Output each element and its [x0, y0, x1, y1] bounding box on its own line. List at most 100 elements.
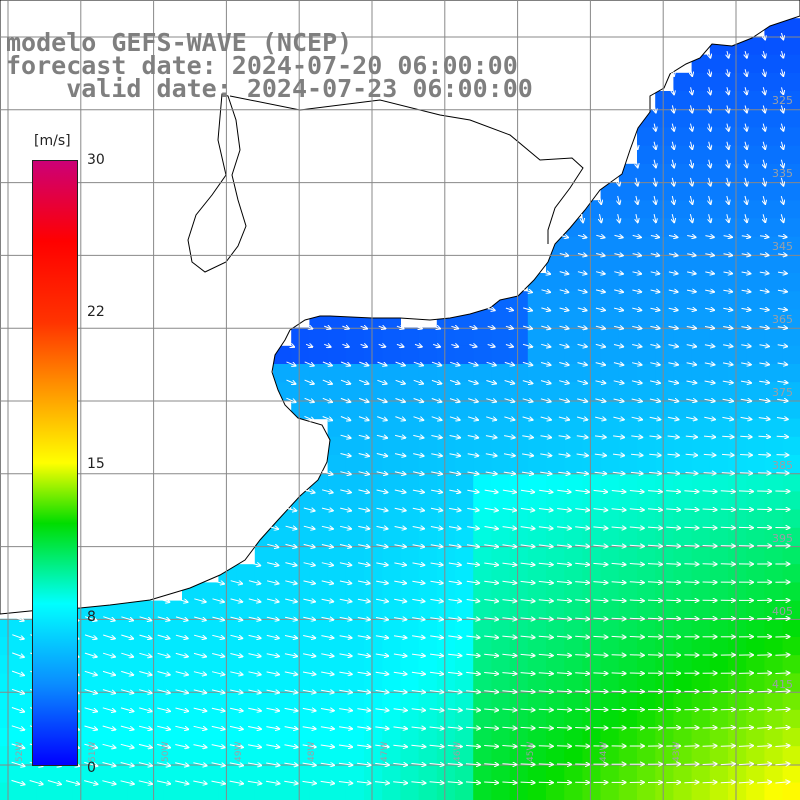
wind-speed-cell	[291, 509, 310, 529]
wind-arrow	[649, 454, 660, 455]
wind-speed-cell	[491, 746, 511, 765]
wind-arrow	[487, 326, 495, 328]
wind-arrow	[193, 707, 207, 711]
wind-speed-cell	[509, 673, 529, 693]
wind-speed-cell	[746, 728, 765, 747]
wind-speed-cell	[382, 400, 401, 420]
wind-speed-cell	[637, 127, 656, 147]
wind-speed-cell	[527, 600, 547, 620]
wind-speed-cell	[254, 782, 274, 800]
wind-arrow	[593, 618, 607, 619]
wind-arrow	[745, 195, 747, 204]
wind-arrow	[450, 362, 459, 365]
grid-lon-label: 52W	[15, 742, 25, 762]
wind-arrow	[577, 326, 587, 328]
wind-speed-cell	[309, 655, 329, 674]
wind-arrow	[520, 782, 535, 783]
wind-speed-cell	[655, 382, 674, 401]
wind-speed-cell	[491, 309, 511, 329]
wind-speed-cell	[382, 473, 401, 492]
wind-arrow	[636, 177, 638, 186]
wind-speed-cell	[182, 782, 201, 800]
wind-arrow	[157, 725, 170, 729]
wind-speed-cell	[527, 309, 547, 329]
wind-speed-cell	[691, 127, 711, 147]
wind-speed-cell	[364, 673, 383, 693]
wind-arrow	[139, 671, 151, 675]
wind-speed-cell	[163, 764, 183, 784]
wind-speed-cell	[0, 728, 19, 747]
wind-speed-cell	[618, 218, 638, 238]
wind-speed-cell	[746, 273, 765, 292]
wind-speed-cell	[564, 473, 583, 492]
wind-arrow	[102, 780, 115, 784]
wind-arrow	[556, 691, 571, 692]
wind-arrow	[393, 727, 407, 729]
wind-speed-cell	[400, 473, 420, 492]
wind-arrow	[691, 123, 693, 131]
wind-arrow	[691, 69, 693, 76]
wind-speed-cell	[728, 618, 747, 638]
wind-arrow	[266, 708, 280, 711]
wind-arrow	[593, 636, 607, 637]
wind-speed-cell	[109, 600, 128, 620]
wind-speed-cell	[782, 473, 800, 492]
wind-arrow	[505, 326, 513, 328]
wind-speed-cell	[782, 491, 800, 511]
wind-speed-cell	[728, 746, 747, 765]
wind-speed-cell	[655, 600, 674, 620]
wind-arrow	[775, 764, 789, 765]
wind-speed-cell	[746, 582, 765, 602]
wind-speed-cell	[182, 618, 201, 638]
wind-arrow	[541, 290, 551, 292]
wind-speed-cell	[691, 509, 711, 529]
wind-speed-cell	[327, 746, 347, 765]
wind-speed-cell	[564, 455, 583, 474]
wind-speed-cell	[655, 546, 674, 565]
wind-arrow	[376, 508, 388, 510]
wind-arrow	[777, 272, 787, 273]
wind-arrow	[594, 436, 606, 437]
wind-speed-cell	[618, 200, 638, 219]
wind-arrow	[102, 670, 115, 675]
wind-arrow	[667, 417, 679, 419]
wind-arrow	[559, 381, 569, 384]
wind-speed-cell	[345, 564, 365, 583]
wind-arrow	[629, 491, 644, 492]
wind-speed-cell	[782, 327, 800, 347]
wind-arrow	[522, 417, 533, 420]
wind-speed-cell	[418, 564, 438, 583]
wind-speed-cell	[364, 600, 383, 620]
wind-speed-cell	[691, 418, 711, 438]
wind-speed-cell	[109, 618, 128, 638]
wind-arrow	[340, 435, 351, 438]
wind-speed-cell	[345, 436, 365, 456]
wind-speed-cell	[509, 655, 529, 674]
wind-speed-cell	[709, 709, 729, 729]
wind-arrow	[611, 509, 626, 510]
wind-speed-cell	[764, 273, 784, 292]
wind-speed-cell	[564, 582, 583, 602]
wind-speed-cell	[382, 764, 401, 784]
wind-speed-cell	[491, 564, 511, 583]
wind-speed-cell	[309, 564, 329, 583]
wind-speed-cell	[728, 327, 747, 347]
wind-speed-cell	[327, 418, 347, 438]
wind-speed-cell	[600, 546, 620, 565]
wind-speed-cell	[418, 637, 438, 656]
wind-speed-cell	[655, 691, 674, 711]
wind-arrow	[709, 159, 711, 168]
wind-speed-cell	[746, 72, 765, 92]
wind-speed-cell	[218, 600, 238, 620]
wind-arrow	[668, 345, 678, 347]
wind-speed-cell	[382, 782, 401, 800]
wind-arrow	[467, 454, 479, 456]
wind-arrow	[447, 764, 462, 765]
wind-speed-cell	[728, 637, 747, 656]
wind-arrow	[629, 564, 644, 565]
wind-speed-cell	[764, 564, 784, 583]
wind-arrow	[556, 582, 571, 583]
wind-speed-cell	[691, 273, 711, 292]
grid-lon-label: 45W	[526, 742, 536, 762]
wind-arrow	[394, 581, 406, 583]
